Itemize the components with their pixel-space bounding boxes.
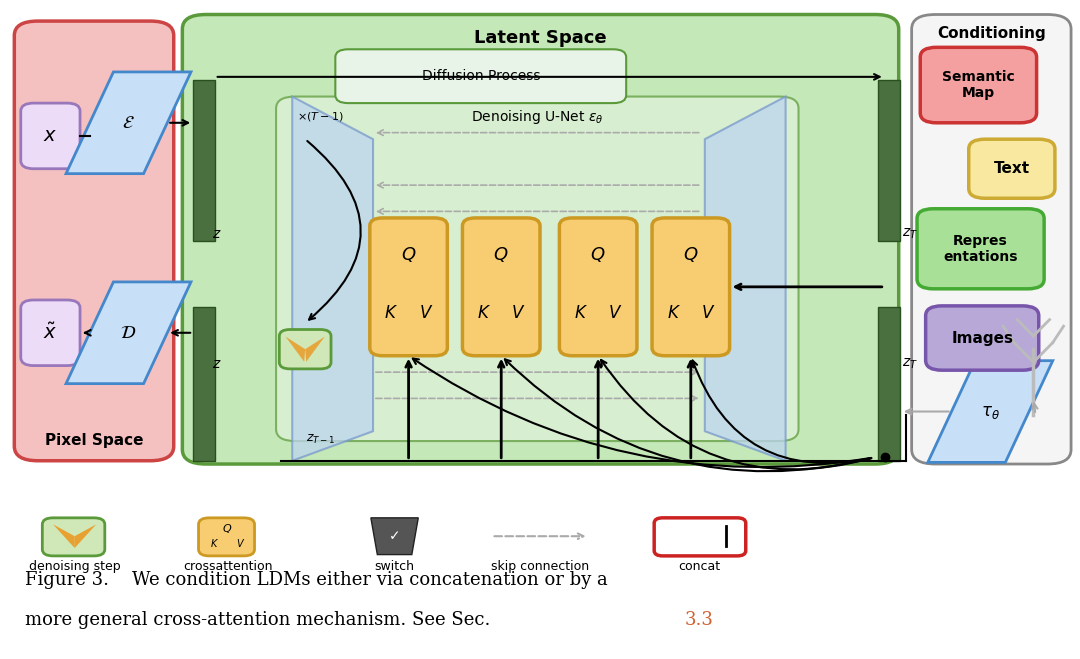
FancyBboxPatch shape xyxy=(654,518,746,556)
FancyBboxPatch shape xyxy=(559,218,637,356)
Text: $K$: $K$ xyxy=(211,537,219,549)
Text: $V$: $V$ xyxy=(235,537,245,549)
FancyBboxPatch shape xyxy=(920,47,1037,123)
Text: Latent Space: Latent Space xyxy=(474,29,607,47)
Text: $V$: $V$ xyxy=(511,304,526,322)
FancyBboxPatch shape xyxy=(276,96,798,441)
Polygon shape xyxy=(705,96,785,461)
Text: $z_{T-1}$: $z_{T-1}$ xyxy=(306,433,335,446)
Text: $x$: $x$ xyxy=(43,127,57,146)
FancyBboxPatch shape xyxy=(652,218,730,356)
Text: Text: Text xyxy=(994,161,1030,176)
FancyBboxPatch shape xyxy=(280,330,330,369)
FancyBboxPatch shape xyxy=(462,218,540,356)
Polygon shape xyxy=(306,337,325,362)
Bar xyxy=(193,306,215,461)
Polygon shape xyxy=(370,518,418,555)
Text: $V$: $V$ xyxy=(701,304,715,322)
FancyBboxPatch shape xyxy=(917,209,1044,289)
Text: $K$: $K$ xyxy=(477,304,491,322)
Bar xyxy=(878,80,900,241)
Text: $K$: $K$ xyxy=(573,304,588,322)
Text: Repres
entations: Repres entations xyxy=(943,234,1017,264)
FancyBboxPatch shape xyxy=(14,21,174,461)
Text: $\times(T-1)$: $\times(T-1)$ xyxy=(297,110,343,123)
Text: 3.3: 3.3 xyxy=(685,610,713,629)
Text: $\mathcal{D}$: $\mathcal{D}$ xyxy=(120,324,136,342)
Text: denoising step: denoising step xyxy=(29,561,121,573)
FancyBboxPatch shape xyxy=(335,49,626,103)
Text: crossattention: crossattention xyxy=(183,561,272,573)
Text: Diffusion Process: Diffusion Process xyxy=(421,69,540,83)
Text: $Q$: $Q$ xyxy=(683,244,699,264)
Text: $\mathcal{E}$: $\mathcal{E}$ xyxy=(122,114,135,132)
Bar xyxy=(193,80,215,241)
Polygon shape xyxy=(293,96,373,461)
Text: $z$: $z$ xyxy=(212,227,221,241)
FancyBboxPatch shape xyxy=(21,103,80,169)
Text: $z$: $z$ xyxy=(212,357,221,371)
Text: Conditioning: Conditioning xyxy=(937,26,1045,42)
Text: concat: concat xyxy=(678,561,720,573)
Polygon shape xyxy=(66,72,191,174)
Text: Pixel Space: Pixel Space xyxy=(44,432,144,447)
FancyBboxPatch shape xyxy=(42,518,105,556)
FancyBboxPatch shape xyxy=(21,300,80,366)
Polygon shape xyxy=(53,525,75,548)
Text: more general cross-attention mechanism. See Sec.: more general cross-attention mechanism. … xyxy=(25,610,509,629)
Polygon shape xyxy=(66,282,191,384)
Text: Images: Images xyxy=(951,331,1013,345)
FancyBboxPatch shape xyxy=(199,518,255,556)
Text: ✓: ✓ xyxy=(389,529,401,543)
FancyBboxPatch shape xyxy=(926,306,1039,370)
Text: Semantic
Map: Semantic Map xyxy=(942,70,1015,100)
Text: $Q$: $Q$ xyxy=(591,244,606,264)
Text: $Q$: $Q$ xyxy=(494,244,509,264)
Text: $\tau_\theta$: $\tau_\theta$ xyxy=(981,403,1000,420)
Text: $K$: $K$ xyxy=(384,304,399,322)
Text: $z_T$: $z_T$ xyxy=(902,227,918,241)
Text: Figure 3.    We condition LDMs either via concatenation or by a: Figure 3. We condition LDMs either via c… xyxy=(25,571,608,589)
Text: $V$: $V$ xyxy=(419,304,433,322)
Text: $Q$: $Q$ xyxy=(222,522,233,535)
Text: $V$: $V$ xyxy=(608,304,622,322)
FancyBboxPatch shape xyxy=(912,14,1071,464)
Text: $z_T$: $z_T$ xyxy=(902,357,918,371)
FancyBboxPatch shape xyxy=(183,14,899,464)
FancyBboxPatch shape xyxy=(969,139,1055,198)
Text: skip connection: skip connection xyxy=(491,561,589,573)
Text: $K$: $K$ xyxy=(666,304,680,322)
FancyBboxPatch shape xyxy=(369,218,447,356)
Polygon shape xyxy=(75,525,96,548)
Text: switch: switch xyxy=(375,561,415,573)
Text: $Q$: $Q$ xyxy=(401,244,416,264)
Text: $\tilde{x}$: $\tilde{x}$ xyxy=(43,323,57,343)
Polygon shape xyxy=(928,360,1053,463)
Bar xyxy=(878,306,900,461)
Text: Denoising U-Net $\epsilon_\theta$: Denoising U-Net $\epsilon_\theta$ xyxy=(471,108,604,127)
Polygon shape xyxy=(285,337,306,362)
